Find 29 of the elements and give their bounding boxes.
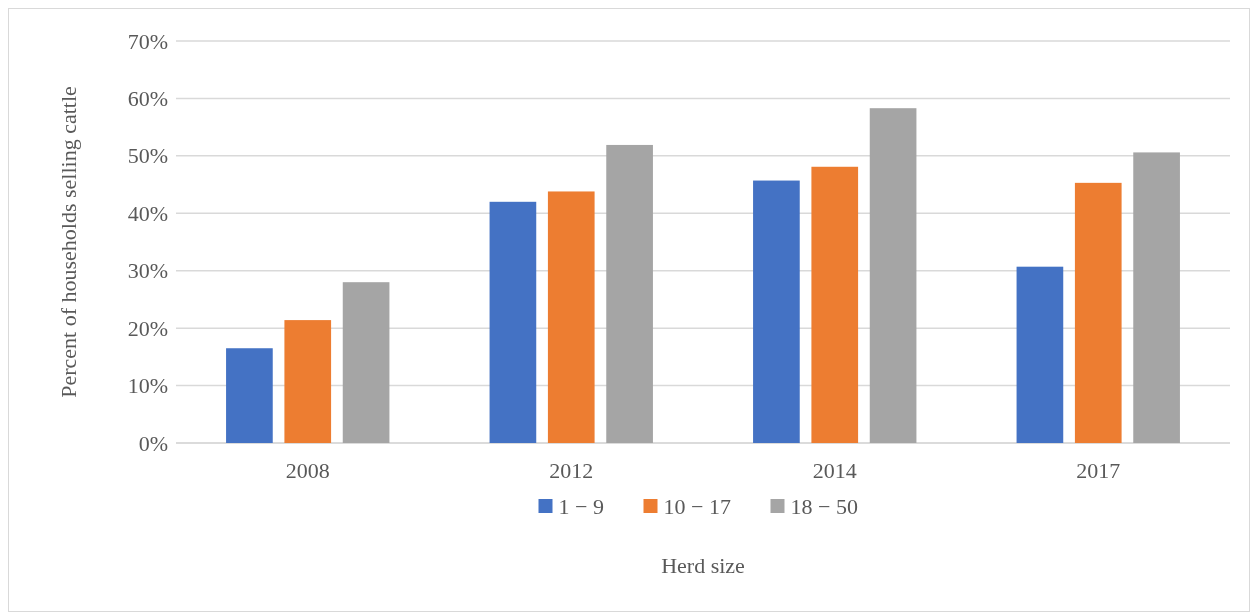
y-tick-label: 30%: [127, 258, 168, 284]
bar: [1074, 182, 1122, 443]
x-tick-label: 2012: [549, 458, 594, 483]
y-tick-label: 40%: [127, 200, 168, 226]
y-tick-label: 0%: [138, 430, 168, 456]
bar: [547, 191, 595, 443]
x-tick-label: 2014: [812, 458, 857, 483]
y-tick-label: 60%: [127, 85, 168, 111]
x-tick-label: 2008: [285, 458, 330, 483]
bar: [284, 320, 332, 443]
x-tick-label: 2017: [1076, 458, 1121, 483]
bar: [1133, 152, 1180, 443]
bar: [753, 180, 800, 443]
legend-label: 1 − 9: [558, 493, 604, 519]
x-axis-title: Herd size: [661, 553, 745, 578]
bar: [869, 108, 917, 443]
bar: [342, 282, 390, 443]
bar: [606, 144, 653, 443]
bar: [1016, 266, 1064, 443]
bar: [226, 348, 273, 443]
y-axis-title: Percent of households selling cattle: [56, 86, 81, 398]
bar: [811, 166, 859, 443]
y-tick-label: 10%: [127, 373, 168, 399]
legend-label: 18 − 50: [790, 493, 858, 519]
bar: [489, 201, 537, 443]
y-tick-label: 20%: [127, 315, 168, 341]
y-tick-label: 70%: [127, 28, 168, 54]
legend-label: 10 − 17: [663, 493, 731, 519]
y-tick-label: 50%: [127, 143, 168, 169]
